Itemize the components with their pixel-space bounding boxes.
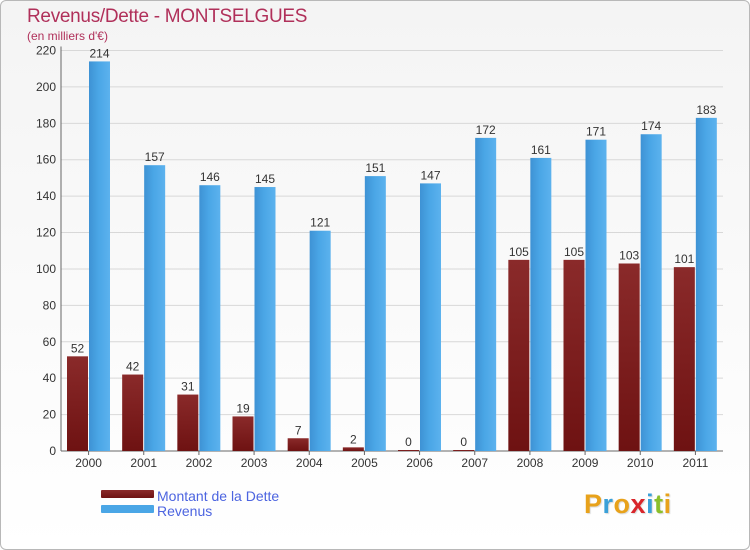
bar-debt <box>673 267 695 451</box>
x-tick-label: 2006 <box>406 456 433 470</box>
bar-revenue <box>695 117 717 452</box>
x-tick-label: 2007 <box>461 456 488 470</box>
bar-revenue <box>640 134 662 451</box>
x-tick-label: 2010 <box>627 456 654 470</box>
logo-letter: x <box>630 489 647 519</box>
y-tick-label: 100 <box>36 262 56 276</box>
data-label-revenue: 121 <box>310 216 330 230</box>
bar-debt <box>67 356 88 451</box>
y-tick-label: 220 <box>36 44 56 58</box>
logo-letter: P <box>584 489 603 519</box>
bar-revenue <box>89 61 110 451</box>
x-tick-label: 2009 <box>572 456 599 470</box>
x-tick-label: 2002 <box>186 456 213 470</box>
logo-letter: i <box>646 489 655 519</box>
y-tick-label: 120 <box>36 226 56 240</box>
logo-letter: r <box>602 489 614 519</box>
logo-letter: i <box>663 489 672 519</box>
bar-debt <box>122 374 144 451</box>
data-label-revenue: 171 <box>586 125 606 139</box>
bar-debt <box>453 450 475 451</box>
data-label-debt: 103 <box>619 248 639 262</box>
data-label-debt: 42 <box>126 360 140 374</box>
bar-debt <box>287 438 309 451</box>
data-label-debt: 19 <box>236 401 250 415</box>
bar-debt <box>177 394 199 451</box>
bar-debt <box>508 259 530 451</box>
x-tick-label: 2000 <box>75 456 102 470</box>
data-label-debt: 52 <box>71 341 85 355</box>
y-tick-label: 60 <box>43 335 57 349</box>
data-label-revenue: 214 <box>89 46 109 60</box>
y-tick-label: 0 <box>49 444 56 458</box>
bar-revenue <box>585 139 607 451</box>
data-label-revenue: 151 <box>365 161 385 175</box>
bar-revenue <box>364 176 386 451</box>
y-tick-label: 200 <box>36 80 56 94</box>
data-label-debt: 0 <box>405 435 412 449</box>
bar-revenue <box>475 137 497 451</box>
data-label-debt: 7 <box>295 423 302 437</box>
bar-debt <box>342 447 364 451</box>
x-tick-label: 2005 <box>351 456 378 470</box>
bar-debt <box>232 416 254 451</box>
x-tick-label: 2008 <box>517 456 544 470</box>
x-tick-label: 2004 <box>296 456 323 470</box>
data-label-revenue: 157 <box>145 150 165 164</box>
bar-debt <box>563 259 585 451</box>
data-label-revenue: 145 <box>255 172 275 186</box>
y-tick-label: 20 <box>43 408 57 422</box>
y-tick-label: 180 <box>36 116 56 130</box>
data-label-revenue: 161 <box>531 143 551 157</box>
legend-swatch-debt <box>101 490 154 498</box>
data-label-debt: 105 <box>564 245 584 259</box>
logo-letter: o <box>613 489 631 519</box>
legend-swatch-revenue <box>101 505 154 513</box>
bar-revenue <box>199 185 221 452</box>
data-label-debt: 105 <box>509 245 529 259</box>
x-tick-label: 2003 <box>241 456 268 470</box>
data-label-debt: 0 <box>460 435 467 449</box>
legend-label-revenue: Revenus <box>157 503 213 519</box>
bar-debt <box>618 263 640 451</box>
chart-title: Revenus/Dette - MONTSELGUES <box>27 6 308 27</box>
data-label-debt: 31 <box>181 380 195 394</box>
bar-revenue <box>254 187 276 451</box>
data-label-revenue: 147 <box>420 168 440 182</box>
bar-revenue <box>144 165 166 451</box>
y-tick-label: 140 <box>36 189 56 203</box>
data-label-revenue: 174 <box>641 119 661 133</box>
y-tick-label: 160 <box>36 153 56 167</box>
chart-subtitle: (en milliers d'€) <box>27 29 108 43</box>
y-tick-label: 40 <box>43 371 57 385</box>
logo-letter: t <box>654 489 664 519</box>
data-label-revenue: 172 <box>476 123 496 137</box>
data-label-debt: 101 <box>674 252 694 266</box>
bar-revenue <box>309 230 331 451</box>
y-tick-label: 80 <box>43 298 57 312</box>
data-label-revenue: 146 <box>200 170 220 184</box>
data-label-debt: 2 <box>350 432 357 446</box>
legend-label-debt: Montant de la Dette <box>157 488 280 504</box>
x-tick-label: 2011 <box>683 456 709 470</box>
data-label-revenue: 183 <box>696 103 716 117</box>
bar-debt <box>398 450 419 451</box>
proxiti-logo: Proxiti <box>584 489 672 520</box>
x-tick-label: 2001 <box>130 456 157 470</box>
bar-revenue <box>530 157 552 452</box>
bar-revenue <box>420 183 441 451</box>
